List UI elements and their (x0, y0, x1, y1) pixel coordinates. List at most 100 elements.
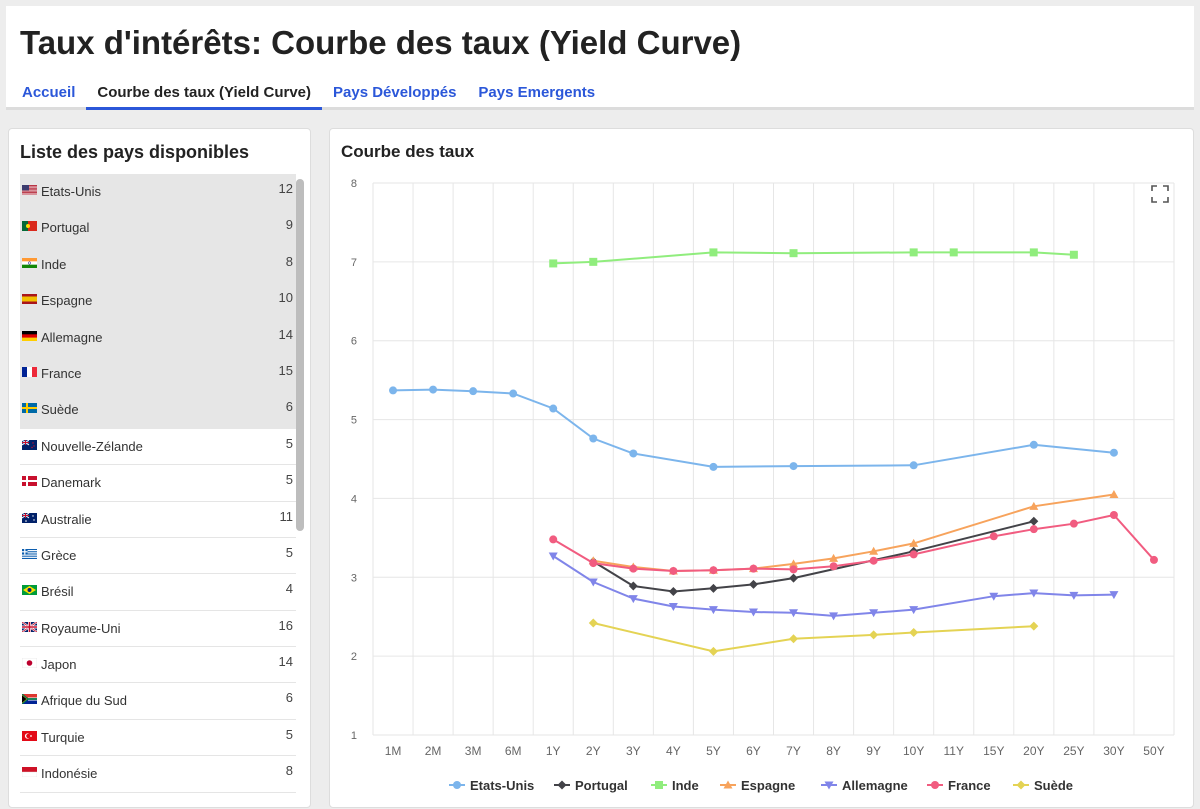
legend-item[interactable]: France (927, 778, 991, 793)
country-item[interactable]: Inde 8 (20, 246, 296, 284)
country-item[interactable]: France 15 (20, 355, 296, 393)
data-point[interactable] (1029, 501, 1039, 510)
legend-item[interactable]: Suède (1013, 778, 1073, 793)
data-point[interactable] (1069, 591, 1079, 600)
country-item[interactable]: Allemagne 14 (20, 319, 296, 356)
country-item[interactable]: Suède 6 (20, 392, 296, 429)
country-item[interactable]: Brésil 4 (20, 574, 296, 611)
data-point[interactable] (909, 627, 919, 637)
country-item[interactable]: Turquie 5 (20, 720, 296, 757)
data-point[interactable] (869, 556, 878, 565)
list-scrollbar[interactable] (296, 179, 304, 531)
country-item[interactable]: Royaume-Uni 16 (20, 611, 296, 648)
tab-pays-emergents[interactable]: Pays Emergents (478, 84, 596, 101)
data-point[interactable] (749, 564, 758, 573)
data-point[interactable] (389, 386, 398, 395)
data-point[interactable] (824, 781, 834, 790)
tab-accueil[interactable]: Accueil (22, 84, 76, 101)
data-point[interactable] (789, 462, 798, 471)
fullscreen-icon[interactable] (1151, 185, 1169, 203)
data-point[interactable] (789, 249, 798, 258)
data-point[interactable] (589, 559, 598, 568)
country-item[interactable]: Japon 14 (20, 647, 296, 684)
data-point[interactable] (989, 592, 999, 601)
data-point[interactable] (909, 606, 919, 615)
data-point[interactable] (869, 630, 879, 640)
data-point[interactable] (588, 618, 598, 628)
data-point[interactable] (709, 566, 718, 575)
tab-yield-curve[interactable]: Courbe des taux (Yield Curve) (86, 76, 323, 110)
data-point[interactable] (909, 538, 919, 547)
data-point[interactable] (589, 434, 598, 443)
data-point[interactable] (1029, 589, 1039, 598)
data-point[interactable] (1069, 250, 1078, 259)
data-point[interactable] (708, 583, 718, 593)
data-point[interactable] (628, 581, 638, 591)
data-point[interactable] (748, 579, 758, 589)
data-point[interactable] (1109, 591, 1119, 600)
data-point[interactable] (453, 781, 461, 789)
country-item[interactable]: Espagne 10 (20, 283, 296, 320)
data-point[interactable] (469, 387, 478, 396)
data-point[interactable] (869, 609, 879, 618)
data-point[interactable] (829, 612, 839, 621)
data-point[interactable] (989, 532, 998, 541)
data-point[interactable] (549, 535, 558, 544)
country-item[interactable]: Grèce 5 (20, 538, 296, 575)
data-point[interactable] (1109, 489, 1119, 498)
data-point[interactable] (909, 550, 918, 559)
data-point[interactable] (909, 248, 918, 257)
data-point[interactable] (1029, 248, 1038, 257)
data-point[interactable] (931, 781, 939, 789)
data-point[interactable] (909, 461, 918, 470)
data-point[interactable] (829, 553, 839, 562)
data-point[interactable] (789, 634, 799, 644)
data-point[interactable] (588, 578, 598, 587)
data-point[interactable] (829, 562, 838, 571)
data-point[interactable] (628, 595, 638, 604)
data-point[interactable] (949, 248, 958, 257)
data-point[interactable] (1029, 440, 1038, 449)
data-point[interactable] (1016, 780, 1026, 790)
country-item[interactable]: Afrique du Sud 6 (20, 683, 296, 720)
data-point[interactable] (549, 259, 558, 268)
data-point[interactable] (1029, 516, 1039, 526)
data-point[interactable] (548, 552, 558, 561)
data-point[interactable] (709, 462, 718, 471)
data-point[interactable] (789, 609, 799, 618)
data-point[interactable] (629, 564, 638, 573)
data-point[interactable] (1069, 519, 1078, 528)
data-point[interactable] (789, 565, 798, 574)
legend-item[interactable]: Portugal (554, 778, 628, 793)
data-point[interactable] (723, 780, 733, 789)
country-item[interactable]: Etats-Unis 12 (20, 174, 296, 211)
country-item[interactable]: Danemark 5 (20, 465, 296, 502)
legend-item[interactable]: Inde (651, 778, 699, 793)
data-point[interactable] (668, 586, 678, 596)
data-point[interactable] (668, 602, 678, 611)
data-point[interactable] (557, 780, 567, 790)
data-point[interactable] (549, 404, 558, 413)
data-point[interactable] (708, 606, 718, 615)
data-point[interactable] (1109, 448, 1118, 457)
country-item[interactable]: Indonésie 8 (20, 756, 296, 793)
legend-item[interactable]: Allemagne (821, 778, 908, 793)
legend-item[interactable]: Etats-Unis (449, 778, 534, 793)
data-point[interactable] (1109, 510, 1118, 519)
data-point[interactable] (709, 248, 718, 257)
data-point[interactable] (748, 608, 758, 617)
data-point[interactable] (789, 573, 799, 583)
data-point[interactable] (655, 781, 663, 789)
country-item[interactable]: Nouvelle-Zélande 5 (20, 429, 296, 466)
data-point[interactable] (629, 449, 638, 458)
data-point[interactable] (789, 559, 799, 568)
data-point[interactable] (1149, 555, 1158, 564)
country-item[interactable]: Portugal 9 (20, 210, 296, 247)
data-point[interactable] (1029, 621, 1039, 631)
data-point[interactable] (708, 646, 718, 656)
country-item[interactable]: Australie 11 (20, 502, 296, 538)
legend-item[interactable]: Espagne (720, 778, 795, 793)
data-point[interactable] (429, 385, 438, 394)
data-point[interactable] (509, 389, 518, 398)
data-point[interactable] (669, 566, 678, 575)
